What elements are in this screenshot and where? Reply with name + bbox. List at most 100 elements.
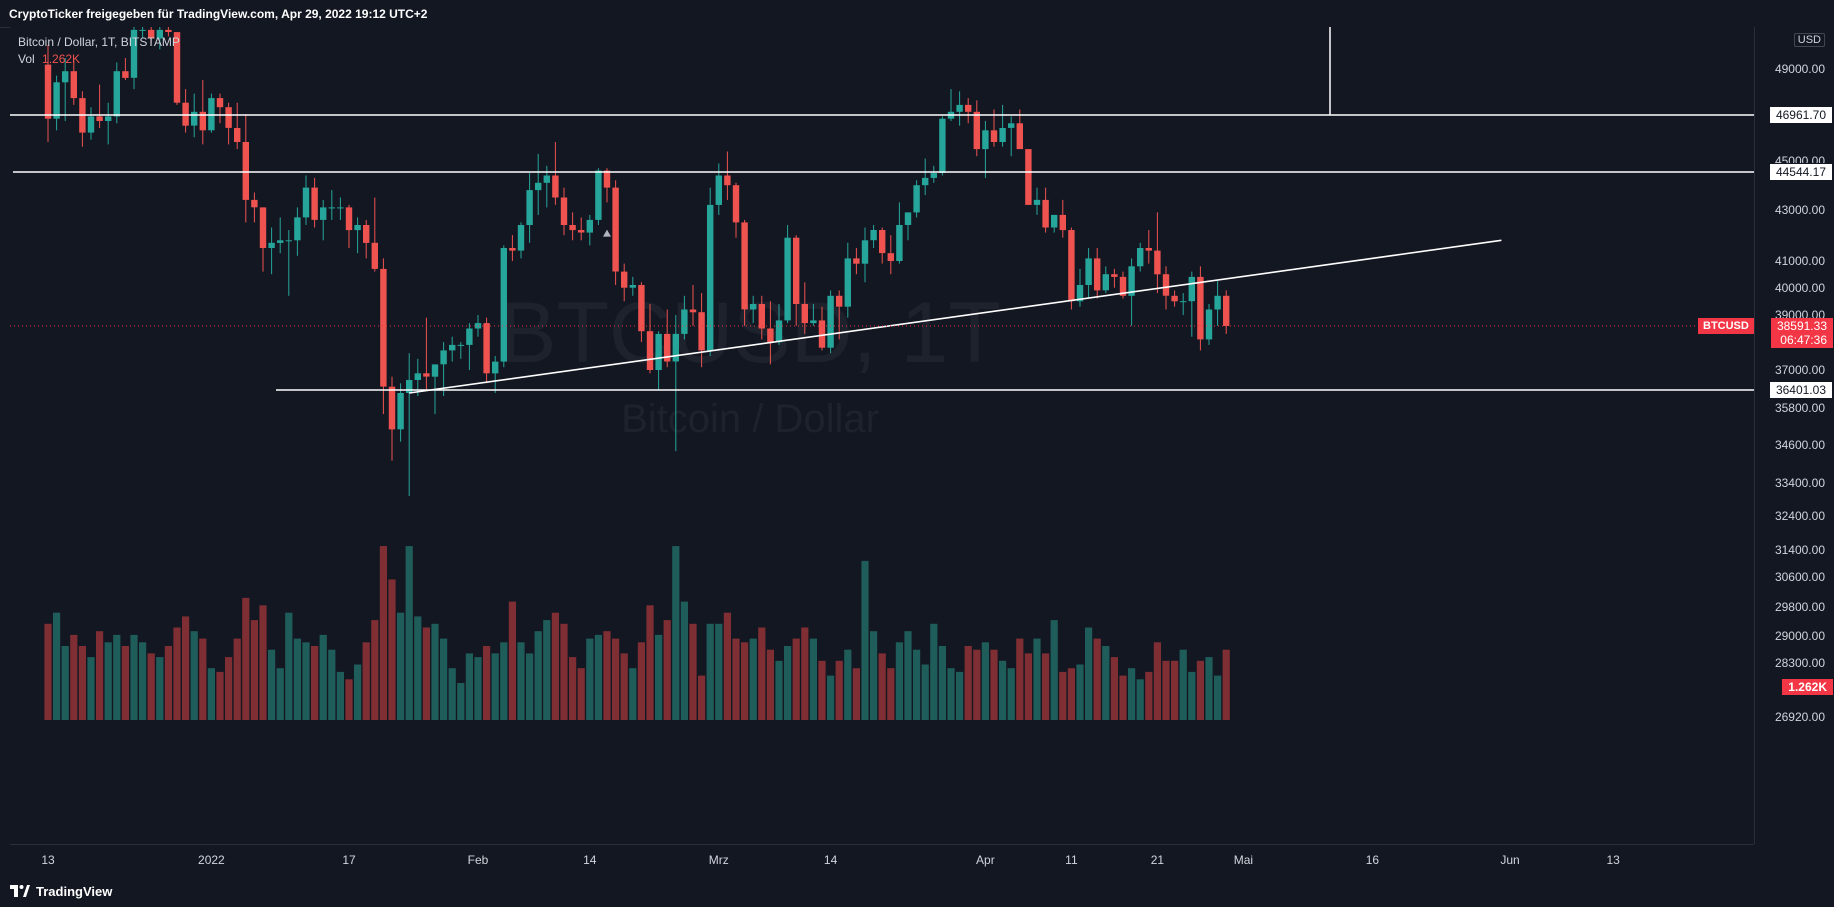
volume-bar	[1050, 620, 1058, 720]
candle-body	[1223, 295, 1230, 326]
volume-value-tag: 1.262K	[1782, 679, 1833, 695]
volume-bar	[887, 668, 895, 720]
volume-bar	[620, 653, 628, 720]
volume-bar	[758, 627, 766, 720]
volume-bar	[655, 634, 663, 720]
volume-bar	[1093, 638, 1101, 720]
candle-body	[707, 204, 714, 351]
candlestick-chart[interactable]: BTCUSD, 1T Bitcoin / Dollar	[10, 27, 1754, 844]
candle-body	[1094, 258, 1101, 291]
volume-bar	[440, 638, 448, 720]
volume-bar	[577, 668, 585, 720]
volume-bar	[242, 597, 250, 720]
volume-bar	[388, 579, 396, 720]
currency-label[interactable]: USD	[1793, 33, 1825, 47]
candle-body	[741, 222, 748, 310]
candle-body	[724, 175, 731, 186]
volume-bar	[680, 601, 688, 720]
candle-body	[1119, 276, 1127, 296]
volume-bar	[431, 623, 439, 720]
candle-body	[552, 175, 559, 198]
candle-body	[466, 328, 473, 345]
candle-body	[500, 248, 507, 362]
candle-body	[801, 304, 808, 324]
candle-body	[595, 170, 602, 220]
footer-bar: TradingView	[0, 875, 1834, 907]
volume-bar	[199, 638, 207, 720]
volume-bar	[44, 623, 52, 720]
candle-body	[621, 271, 628, 288]
price-tick-label: 26920.00	[1774, 710, 1825, 724]
price-tick-label: 31400.00	[1774, 543, 1825, 557]
candle-body	[1205, 309, 1213, 340]
volume-bar	[999, 660, 1007, 720]
candle-body	[234, 128, 241, 142]
volume-bar	[104, 642, 112, 720]
volume-bar	[354, 664, 362, 720]
candle-body	[122, 71, 129, 78]
candle-body	[105, 116, 112, 121]
time-tick-label: 11	[1065, 853, 1078, 867]
candle-body	[130, 29, 138, 78]
chart-legend: Bitcoin / Dollar, 1T, BITSTAMP Vol 1.262…	[18, 34, 180, 68]
legend-vol-value: 1.262K	[42, 52, 81, 66]
candle-body	[337, 207, 344, 209]
trend-line[interactable]	[409, 239, 1502, 394]
volume-bar	[775, 660, 783, 720]
candle-body	[844, 258, 851, 307]
volume-bar	[689, 623, 697, 720]
volume-bar	[895, 642, 903, 720]
time-tick-label: 13	[41, 853, 55, 867]
volume-bar	[70, 634, 78, 720]
volume-bar	[698, 675, 706, 720]
price-axis[interactable]: USD 49000.00 45000.00 43000.00 41000.00 4000…	[1754, 27, 1834, 844]
candle-body	[990, 130, 998, 142]
candle-body	[509, 248, 516, 251]
candle-body	[423, 373, 430, 377]
volume-bar	[156, 657, 164, 720]
candle-body	[311, 187, 318, 220]
volume-bar	[96, 631, 104, 720]
candle-body	[1171, 295, 1178, 302]
tradingview-logo[interactable]: TradingView	[10, 884, 112, 899]
candle-body	[457, 344, 464, 346]
price-tick-label: 33400.00	[1774, 476, 1825, 490]
candle-body	[87, 116, 95, 133]
time-tick-label: Mrz	[708, 853, 729, 867]
candle-body	[1076, 285, 1084, 302]
volume-bar	[362, 642, 370, 720]
time-axis[interactable]: 13 2022 17 Feb 14 Mrz 14 Apr 11 21 Mai 16 Jun 13	[10, 844, 1754, 876]
candle-body	[1145, 248, 1152, 251]
candle-body	[517, 225, 525, 251]
volume-bar	[216, 671, 224, 720]
candle-body	[44, 64, 52, 119]
volume-bar	[930, 623, 938, 720]
candle-body	[156, 29, 163, 39]
time-tick-label: Feb	[467, 853, 489, 867]
candle-body	[629, 285, 636, 288]
signal-triangle-icon	[603, 229, 611, 237]
candle-body	[380, 268, 387, 387]
price-tick-label: 49000.00	[1774, 62, 1825, 76]
legend-volume[interactable]: Vol 1.262K	[18, 51, 180, 68]
volume-bar	[603, 631, 611, 720]
candle-body	[406, 380, 413, 393]
volume-bar	[268, 649, 276, 720]
candle-body	[371, 242, 378, 269]
candle-body	[259, 207, 267, 248]
tradingview-logo-icon	[10, 885, 30, 897]
volume-bar	[715, 623, 723, 720]
chart-plot-area[interactable]: BTCUSD, 1T Bitcoin / Dollar Bitcoin / Dol…	[10, 27, 1754, 844]
last-price-tag: 38591.33 06:47:36	[1770, 318, 1833, 348]
volume-bar	[1222, 649, 1230, 720]
time-tick-label: 16	[1365, 853, 1380, 867]
candle-body	[1180, 301, 1187, 303]
candle-body	[1128, 266, 1135, 296]
legend-symbol[interactable]: Bitcoin / Dollar, 1T, BITSTAMP	[18, 35, 180, 49]
volume-bar	[190, 631, 198, 720]
volume-bar	[904, 631, 912, 720]
watermark-ticker: BTCUSD, 1T	[499, 285, 1001, 381]
volume-bar	[1196, 660, 1204, 720]
candle-body	[810, 320, 817, 324]
candle-body	[939, 118, 946, 173]
